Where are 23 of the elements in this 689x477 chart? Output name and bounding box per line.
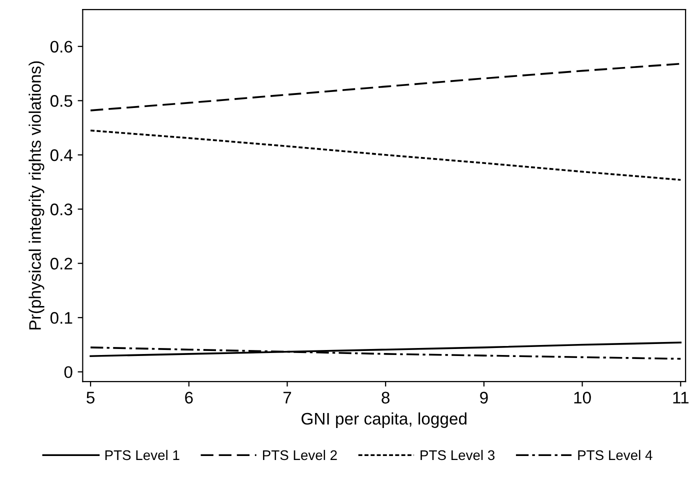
legend-label: PTS Level 4 — [578, 450, 652, 460]
y-tick-label: 0.4 — [50, 149, 72, 162]
legend-label: PTS Level 1 — [105, 450, 180, 460]
x-tick-label: 10 — [574, 392, 591, 404]
y-tick-label: 0.2 — [50, 258, 72, 270]
x-tick-label: 5 — [86, 392, 94, 404]
y-tick-label: 0 — [64, 366, 72, 378]
line-series — [90, 342, 682, 358]
y-tick-label: 0.5 — [50, 95, 72, 107]
legend-label: PTS Level 2 — [263, 450, 337, 460]
y-tick-label: 0.3 — [50, 204, 72, 216]
x-tick-label: 9 — [480, 392, 488, 404]
y-tick-label: 0.1 — [50, 312, 72, 324]
line-series — [90, 62, 682, 112]
y-axis-title: Pr(physical integrity rights violations) — [28, 61, 44, 330]
x-tick-label: 7 — [283, 392, 292, 404]
line-series — [90, 130, 682, 181]
x-tick-label: 8 — [382, 392, 390, 404]
x-axis-title: GNI per capita, logged — [302, 412, 466, 428]
y-tick-label: 0.6 — [50, 40, 72, 53]
x-tick-label: 11 — [673, 392, 688, 404]
x-tick-label: 6 — [185, 392, 193, 404]
legend-label: PTS Level 3 — [420, 450, 495, 460]
